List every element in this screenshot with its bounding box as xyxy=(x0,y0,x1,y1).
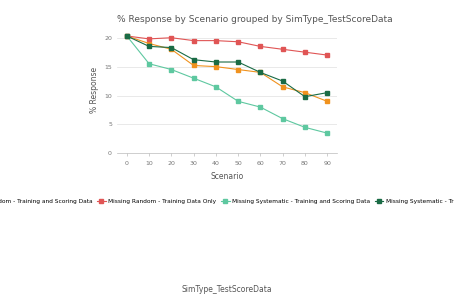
Line: Missing Random - Training and Scoring Data: Missing Random - Training and Scoring Da… xyxy=(125,34,329,103)
Missing Systematic - Training Data Only xyxy=(236,60,241,64)
Legend: Missing Random - Training and Scoring Data, Missing Random - Training Data Only,: Missing Random - Training and Scoring Da… xyxy=(0,197,454,207)
Missing Random - Training Data Only xyxy=(213,39,218,42)
Missing Random - Training and Scoring Data xyxy=(191,64,196,67)
Missing Random - Training and Scoring Data xyxy=(124,34,129,38)
Y-axis label: % Response: % Response xyxy=(89,67,99,113)
Missing Random - Training Data Only xyxy=(168,36,174,40)
Missing Systematic - Training Data Only xyxy=(302,95,308,99)
Missing Random - Training Data Only xyxy=(236,40,241,44)
Missing Systematic - Training and Scoring Data xyxy=(191,76,196,80)
Missing Systematic - Training and Scoring Data xyxy=(325,131,330,135)
Missing Systematic - Training Data Only xyxy=(325,91,330,94)
Missing Random - Training Data Only xyxy=(280,47,286,51)
Missing Random - Training Data Only xyxy=(124,34,129,38)
Line: Missing Random - Training Data Only: Missing Random - Training Data Only xyxy=(125,34,329,57)
Missing Systematic - Training Data Only xyxy=(280,79,286,83)
Line: Missing Systematic - Training and Scoring Data: Missing Systematic - Training and Scorin… xyxy=(125,34,329,135)
Missing Random - Training and Scoring Data xyxy=(302,91,308,94)
Missing Random - Training and Scoring Data xyxy=(236,68,241,71)
Missing Systematic - Training and Scoring Data xyxy=(213,85,218,88)
Missing Random - Training and Scoring Data xyxy=(325,99,330,103)
Text: % Response by Scenario grouped by SimType_TestScoreData: % Response by Scenario grouped by SimTyp… xyxy=(117,15,392,24)
Line: Missing Systematic - Training Data Only: Missing Systematic - Training Data Only xyxy=(125,34,329,99)
Missing Systematic - Training Data Only xyxy=(146,45,152,48)
Missing Systematic - Training and Scoring Data xyxy=(280,117,286,120)
X-axis label: Scenario: Scenario xyxy=(210,171,244,181)
Missing Random - Training Data Only xyxy=(258,45,263,48)
Missing Systematic - Training Data Only xyxy=(124,34,129,38)
Missing Systematic - Training Data Only xyxy=(191,58,196,61)
Missing Systematic - Training and Scoring Data xyxy=(168,68,174,71)
Missing Systematic - Training and Scoring Data xyxy=(302,126,308,129)
Missing Random - Training and Scoring Data xyxy=(168,47,174,51)
Missing Systematic - Training and Scoring Data xyxy=(146,62,152,65)
Missing Systematic - Training Data Only xyxy=(213,60,218,64)
Missing Systematic - Training Data Only xyxy=(168,46,174,49)
Missing Random - Training Data Only xyxy=(325,53,330,57)
Missing Random - Training Data Only xyxy=(146,37,152,41)
Missing Random - Training and Scoring Data xyxy=(213,65,218,68)
Missing Random - Training Data Only xyxy=(302,50,308,54)
Missing Systematic - Training and Scoring Data xyxy=(124,34,129,38)
Missing Random - Training Data Only xyxy=(191,39,196,42)
Missing Random - Training and Scoring Data xyxy=(146,42,152,45)
Missing Systematic - Training and Scoring Data xyxy=(236,99,241,103)
Missing Random - Training and Scoring Data xyxy=(258,71,263,74)
Missing Systematic - Training and Scoring Data xyxy=(258,105,263,109)
Text: SimType_TestScoreData: SimType_TestScoreData xyxy=(182,285,272,294)
Missing Random - Training and Scoring Data xyxy=(280,85,286,88)
Missing Systematic - Training Data Only xyxy=(258,71,263,74)
